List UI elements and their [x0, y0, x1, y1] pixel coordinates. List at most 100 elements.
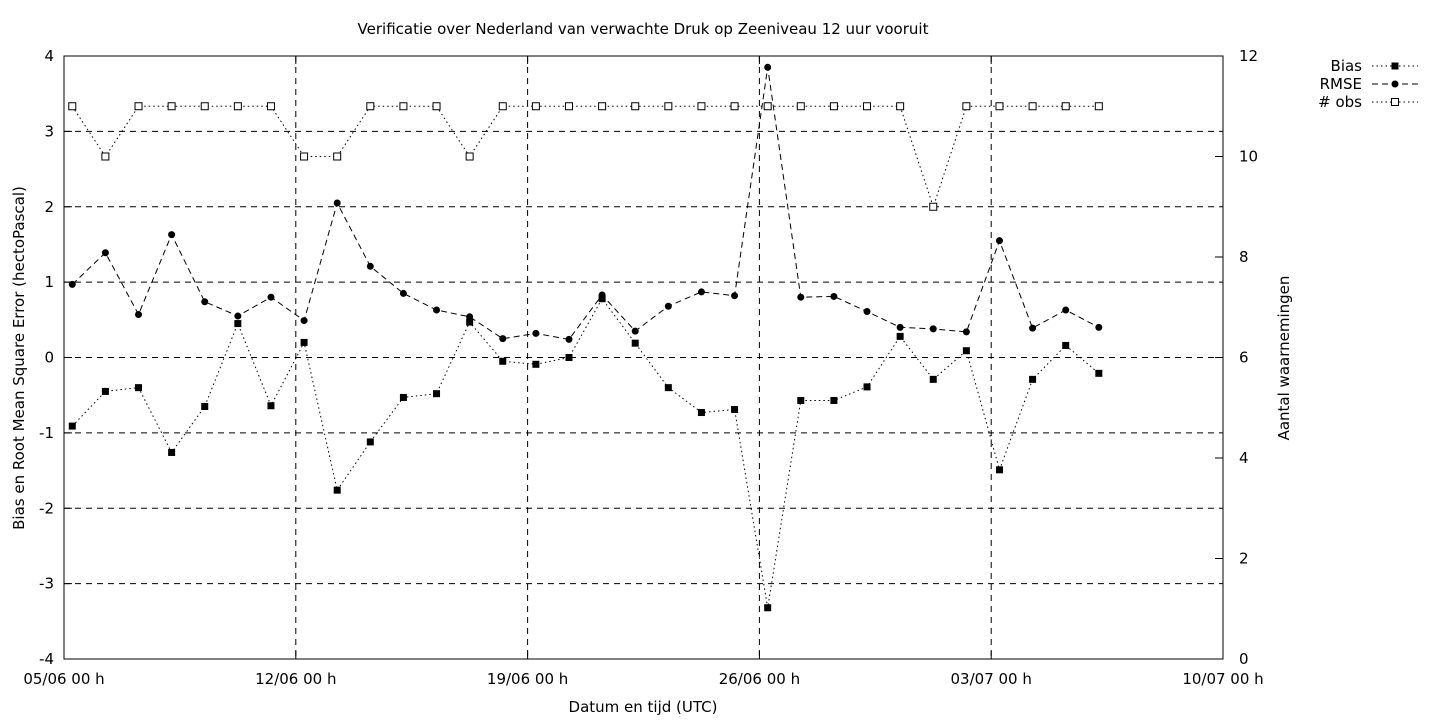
- point-bias: [68, 422, 76, 430]
- point-obs: [829, 102, 838, 111]
- point-rmse: [631, 327, 639, 335]
- point-rmse: [267, 293, 275, 301]
- point-rmse: [234, 312, 242, 320]
- point-obs: [1028, 102, 1037, 111]
- point-rmse: [68, 280, 76, 288]
- x-axis-label: Datum en tijd (UTC): [569, 698, 718, 716]
- point-obs: [333, 152, 342, 161]
- point-obs: [399, 102, 408, 111]
- point-bias: [565, 354, 573, 361]
- y-tick-label: 1: [44, 273, 54, 291]
- point-bias: [201, 402, 209, 410]
- chart-title: Verificatie over Nederland van verwachte…: [358, 20, 929, 38]
- x-tick-label: 12/06 00 h: [255, 670, 336, 688]
- legend-label-rmse: RMSE: [1320, 75, 1362, 93]
- point-rmse: [830, 292, 838, 300]
- point-bias: [896, 332, 904, 340]
- point-obs: [929, 202, 938, 211]
- y2-tick-label: 0: [1239, 650, 1249, 668]
- point-rmse: [168, 231, 176, 239]
- point-obs: [68, 102, 77, 111]
- y-tick-label: -4: [39, 650, 54, 668]
- point-obs: [498, 102, 507, 111]
- point-rmse: [664, 302, 672, 310]
- point-obs: [697, 102, 706, 111]
- point-rmse: [532, 329, 540, 337]
- point-obs: [266, 102, 275, 111]
- point-rmse: [135, 311, 143, 319]
- series-line-obs: [71, 105, 1099, 209]
- point-rmse: [366, 262, 374, 270]
- point-bias: [234, 320, 242, 328]
- point-obs: [962, 102, 971, 111]
- point-bias: [499, 357, 507, 365]
- point-rmse: [300, 317, 308, 325]
- series-line-rmse: [71, 67, 1100, 340]
- y-tick-label: 4: [44, 47, 54, 65]
- point-bias: [433, 390, 441, 398]
- point-bias: [366, 438, 374, 446]
- point-bias: [664, 384, 672, 392]
- point-bias: [333, 486, 341, 494]
- x-tick-label: 19/06 00 h: [487, 670, 568, 688]
- point-obs: [763, 102, 772, 111]
- series-obs: [68, 102, 1103, 211]
- point-obs: [531, 102, 540, 111]
- point-obs: [995, 102, 1004, 111]
- point-bias: [764, 604, 772, 612]
- point-obs: [631, 102, 640, 111]
- gridlines: [64, 56, 1223, 659]
- point-bias: [1095, 369, 1103, 377]
- point-obs: [730, 102, 739, 111]
- point-obs: [200, 102, 209, 111]
- legend-marker-bias: [1391, 62, 1399, 70]
- point-rmse: [929, 325, 937, 333]
- y-tick-label: 3: [44, 122, 54, 140]
- y2-tick-label: 6: [1239, 349, 1249, 367]
- point-bias: [1029, 375, 1037, 383]
- point-bias: [731, 406, 739, 414]
- point-rmse: [598, 291, 606, 299]
- series-bias: [68, 295, 1103, 612]
- legend-label-bias: Bias: [1331, 57, 1363, 75]
- point-rmse: [101, 249, 109, 257]
- y-tick-label: -1: [39, 424, 54, 442]
- y2-tick-label: 4: [1239, 449, 1249, 467]
- point-bias: [598, 295, 606, 303]
- y-tick-label: -3: [39, 575, 54, 593]
- point-rmse: [333, 199, 341, 207]
- point-bias: [797, 396, 805, 404]
- point-rmse: [1029, 324, 1037, 332]
- point-obs: [896, 102, 905, 111]
- point-obs: [664, 102, 673, 111]
- point-bias: [929, 375, 937, 383]
- point-bias: [267, 402, 275, 410]
- x-tick-label: 03/07 00 h: [951, 670, 1032, 688]
- point-rmse: [499, 335, 507, 343]
- point-bias: [135, 384, 143, 392]
- point-rmse: [565, 335, 573, 343]
- y2-tick-label: 8: [1239, 248, 1249, 266]
- point-bias: [995, 466, 1003, 474]
- series-line-bias: [71, 297, 1100, 608]
- point-obs: [1061, 102, 1070, 111]
- legend-label-obs: # obs: [1318, 93, 1362, 111]
- y2-axis-label: Aantal waarnemingen: [1275, 276, 1293, 441]
- point-obs: [863, 102, 872, 111]
- point-rmse: [433, 306, 441, 314]
- point-obs: [300, 152, 309, 161]
- point-bias: [101, 387, 109, 395]
- y-tick-label: 2: [44, 198, 54, 216]
- point-bias: [466, 318, 474, 326]
- point-rmse: [697, 288, 705, 296]
- point-rmse: [962, 328, 970, 336]
- point-rmse: [201, 298, 209, 306]
- point-obs: [366, 102, 375, 111]
- y-tick-label: 0: [44, 349, 54, 367]
- point-bias: [830, 396, 838, 404]
- point-bias: [168, 448, 176, 456]
- point-rmse: [1062, 306, 1070, 314]
- x-tick-label: 26/06 00 h: [719, 670, 800, 688]
- x-tick-label: 10/07 00 h: [1182, 670, 1263, 688]
